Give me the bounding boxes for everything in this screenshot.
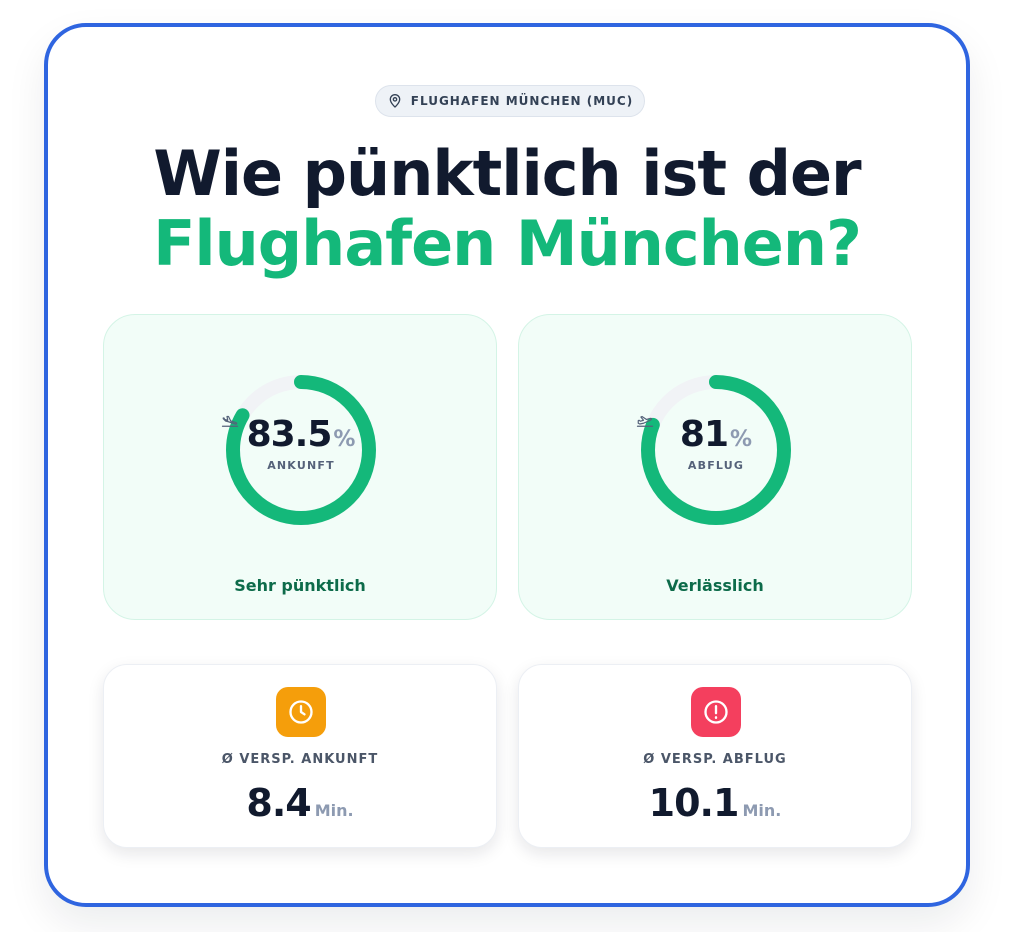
avg-arrival-delay-label: Ø VERSP. ANKUNFT: [221, 752, 379, 767]
clock-icon: [289, 700, 313, 724]
alert-circle-icon: [704, 700, 728, 724]
avg-departure-delay-unit: Min.: [742, 801, 782, 820]
arrival-label: ANKUNFT: [267, 459, 335, 472]
arrival-ring-arc: [226, 375, 376, 525]
arrival-verdict: Sehr pünktlich: [234, 576, 366, 595]
map-pin-icon: [389, 94, 401, 108]
arrival-punctuality-card: 83.5% ANKUNFT Sehr pünktlich: [103, 314, 497, 620]
arrival-ring-chart: [226, 375, 376, 525]
avg-departure-delay-label: Ø VERSP. ABFLUG: [643, 752, 787, 767]
avg-arrival-delay-unit: Min.: [314, 801, 354, 820]
departure-percent-value: 81: [679, 414, 729, 455]
avg-departure-delay-value: 10.1: [648, 781, 740, 825]
title-line-1: Wie pünktlich ist der: [153, 137, 861, 210]
plane-takeoff-icon: [636, 415, 654, 427]
plane-landing-icon: [221, 415, 239, 427]
departure-ring-arc: [641, 375, 791, 525]
alert-badge: [691, 687, 741, 737]
avg-arrival-delay-value: 8.4: [246, 781, 311, 825]
departure-ring-chart: [641, 375, 791, 525]
departure-label: ABFLUG: [687, 459, 745, 472]
clock-badge: [276, 687, 326, 737]
arrival-percent-unit: %: [333, 427, 356, 452]
arrival-ring: 83.5% ANKUNFT: [221, 370, 381, 530]
departure-punctuality-card: 81% ABFLUG Verlässlich: [518, 314, 912, 620]
arrival-percent-value: 83.5: [246, 414, 333, 455]
location-label: FLUGHAFEN MÜNCHEN (MUC): [410, 94, 634, 108]
location-pill: FLUGHAFEN MÜNCHEN (MUC): [375, 85, 645, 117]
page-title: Wie pünktlich ist der Flughafen München?: [48, 139, 966, 279]
card-frame: FLUGHAFEN MÜNCHEN (MUC) Wie pünktlich is…: [44, 23, 970, 907]
departure-percent-unit: %: [730, 427, 753, 452]
avg-arrival-delay-card: Ø VERSP. ANKUNFT 8.4 Min.: [103, 664, 497, 848]
departure-ring: 81% ABFLUG: [636, 370, 796, 530]
avg-departure-delay-card: Ø VERSP. ABFLUG 10.1 Min.: [518, 664, 912, 848]
departure-verdict: Verlässlich: [666, 576, 764, 595]
title-line-2: Flughafen München?: [153, 207, 862, 280]
